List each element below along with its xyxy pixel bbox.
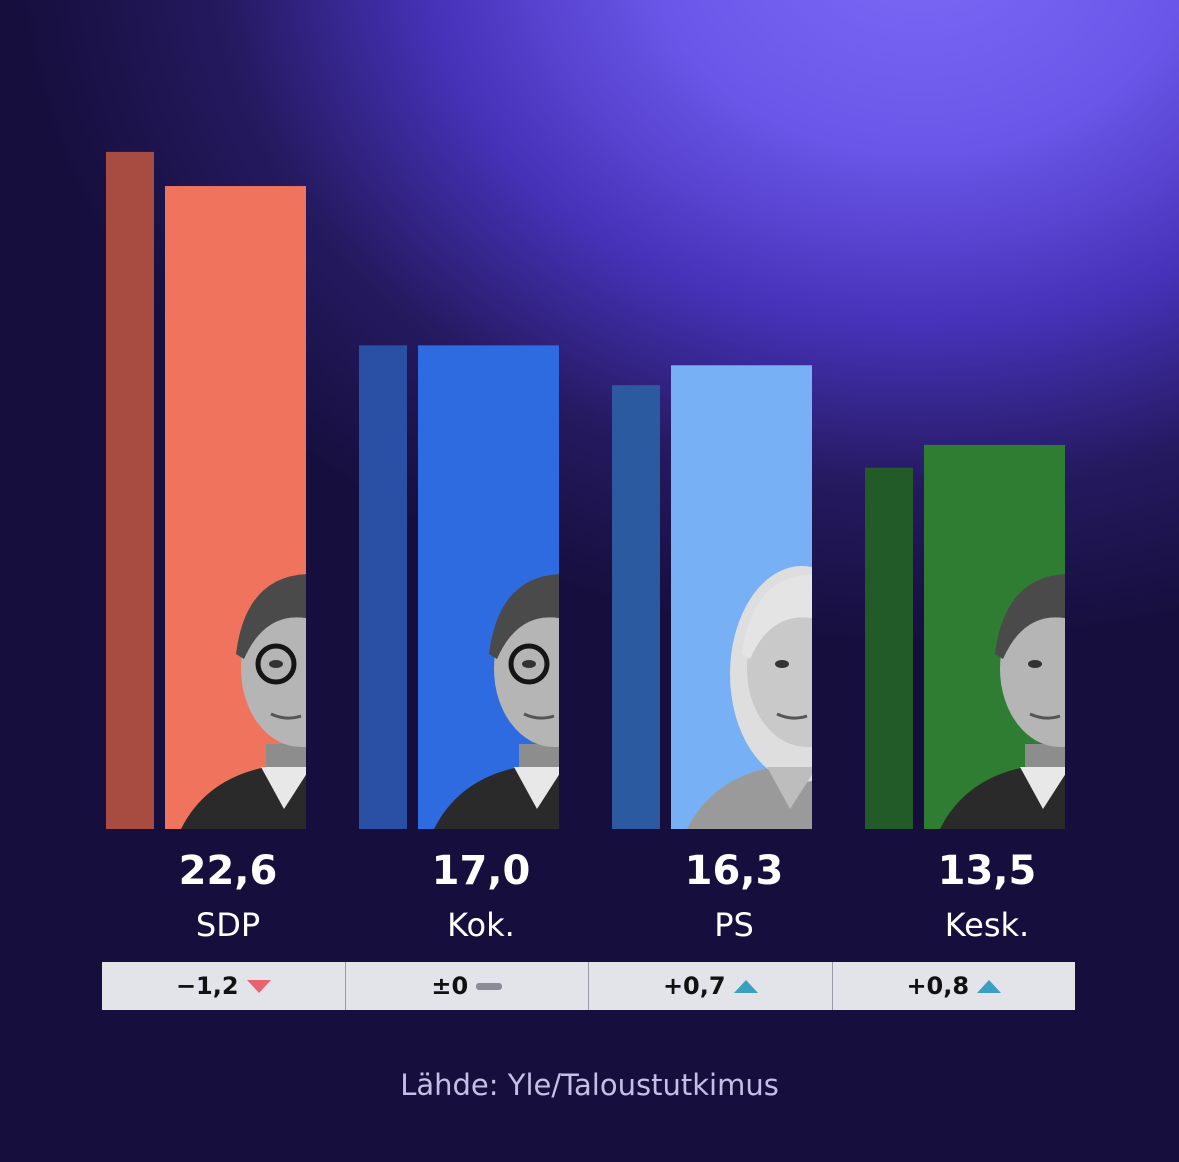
value-label-kok: 17,0 [432,848,531,894]
leader-portrait-sdp [181,574,306,829]
party-label-sdp: SDP [196,906,260,944]
change-value: −1,2 [175,972,239,1000]
bar-previous-kesk [865,467,913,829]
value-label-sdp: 22,6 [179,848,278,894]
change-cell-kesk: +0,8 [833,962,1076,1010]
no-change-dash-icon [476,982,503,990]
change-value: +0,7 [662,972,726,1000]
party-label-ps: PS [714,906,754,944]
party-label-kesk: Kesk. [945,906,1029,944]
down-triangle-icon [246,979,271,993]
leader-portrait-kesk [940,574,1065,829]
leader-portrait-kok [434,574,559,829]
value-label-ps: 16,3 [685,848,784,894]
bar-previous-sdp [106,151,154,829]
up-triangle-icon [733,979,758,993]
bar-previous-ps [612,385,660,829]
leader-portrait-ps [687,566,812,829]
change-cell-kok: ±0 [346,962,589,1010]
change-value: ±0 [431,972,469,1000]
change-cell-sdp: −1,2 [102,962,346,1010]
value-label-kesk: 13,5 [938,848,1037,894]
bar-chart: 22,6 SDP 17,0 Kok. 16,3 PS 13,5 Kesk. [106,151,1065,944]
change-value: +0,8 [906,972,970,1000]
up-triangle-icon [977,979,1002,993]
bar-previous-kok [359,345,407,829]
source-note: Lähde: Yle/Taloustutkimus [400,1068,779,1102]
change-cell-ps: +0,7 [589,962,833,1010]
party-label-kok: Kok. [447,906,515,944]
change-row: −1,2 ±0 +0,7 +0,8 [102,962,1075,1010]
